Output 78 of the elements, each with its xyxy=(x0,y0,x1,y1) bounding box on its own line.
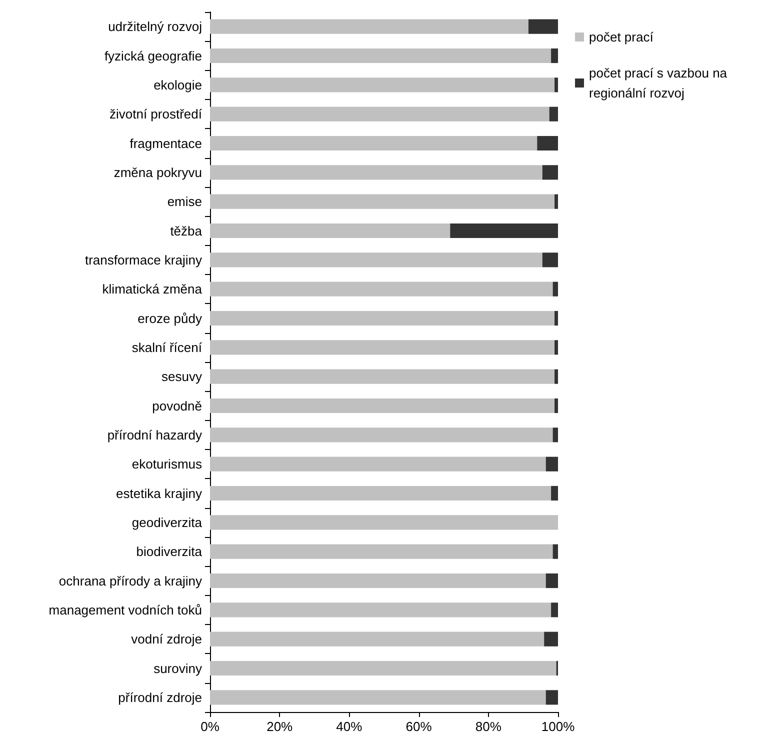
y-tick-label: ekologie xyxy=(154,77,202,92)
y-tick-label: povodně xyxy=(152,398,202,414)
y-tick-label: vodní zdroje xyxy=(131,632,202,647)
bar xyxy=(546,690,558,705)
y-tick-label: udržitelný rozvoj xyxy=(108,19,202,34)
x-tick-label: 80% xyxy=(475,719,502,734)
x-tick-label: 40% xyxy=(336,719,363,734)
bar xyxy=(554,310,558,326)
bar xyxy=(554,398,558,414)
y-tick-label: změna pokryvu xyxy=(114,164,202,180)
y-tick-label: geodiverzita xyxy=(132,514,203,530)
bar xyxy=(210,106,550,122)
bar xyxy=(210,194,555,209)
legend-label: počet prací s vazbou na regionální rozvoj xyxy=(589,66,731,100)
bar xyxy=(551,486,558,501)
bar xyxy=(210,340,555,355)
bar xyxy=(549,106,558,122)
y-tick-label: estetika krajiny xyxy=(116,486,202,501)
y-tick-label: těžba xyxy=(170,223,203,238)
y-tick-label: eroze půdy xyxy=(138,310,202,326)
bar xyxy=(210,223,450,238)
bar xyxy=(551,48,558,64)
bar xyxy=(210,632,544,646)
bar xyxy=(554,340,558,355)
bar xyxy=(210,544,553,559)
bar xyxy=(210,369,555,384)
bar xyxy=(210,19,528,34)
bar xyxy=(210,690,546,705)
x-tick-label: 100% xyxy=(541,719,576,734)
bar xyxy=(551,602,558,618)
bar xyxy=(528,19,558,34)
bar xyxy=(210,660,556,676)
bar xyxy=(542,165,558,180)
legend-label: počet prací xyxy=(589,30,654,44)
y-tick-label: skalní řícení xyxy=(132,340,202,355)
x-tick-label: 20% xyxy=(266,719,294,734)
bar xyxy=(210,602,552,618)
bar xyxy=(210,456,546,472)
bar xyxy=(210,428,553,442)
bar xyxy=(210,486,552,501)
y-tick-label: biodiverzita xyxy=(136,544,203,560)
bar xyxy=(537,136,558,151)
bar xyxy=(552,428,558,442)
y-tick-label: ekoturismus xyxy=(132,456,202,472)
y-tick-label: fyzická geografie xyxy=(104,48,202,64)
bar xyxy=(210,282,553,296)
y-tick-label: klimatická změna xyxy=(102,282,203,297)
y-tick-label: emise xyxy=(167,194,202,210)
bar xyxy=(210,165,542,180)
y-tick-label: fragmentace xyxy=(130,136,202,151)
bar xyxy=(544,632,558,646)
x-tick-label: 0% xyxy=(200,719,220,734)
bar xyxy=(210,48,552,64)
y-tick-label: přírodní hazardy xyxy=(107,427,202,442)
y-tick-label: suroviny xyxy=(154,660,202,676)
bar xyxy=(554,369,558,384)
y-tick-label: ochrana přírody a krajiny xyxy=(58,573,202,588)
bar xyxy=(210,515,558,530)
x-tick-label: 60% xyxy=(406,719,432,734)
bar xyxy=(450,223,558,238)
y-tick-label: sesuvy xyxy=(162,369,202,384)
y-tick-label: transformace krajiny xyxy=(84,252,202,268)
y-tick-label: management vodních toků xyxy=(48,602,202,618)
y-tick-label: přírodní zdroje xyxy=(118,690,202,705)
bar xyxy=(554,194,558,209)
bar xyxy=(552,544,558,559)
y-tick-label: životní prostředí xyxy=(110,106,202,122)
bar xyxy=(210,78,555,92)
bar xyxy=(552,282,558,296)
bar xyxy=(210,310,555,326)
bar xyxy=(546,573,558,588)
bar xyxy=(210,398,555,414)
bar xyxy=(542,252,558,268)
bar xyxy=(210,252,542,268)
bar xyxy=(210,573,546,588)
bar xyxy=(210,136,538,151)
bar xyxy=(546,456,558,472)
bar xyxy=(554,78,558,92)
